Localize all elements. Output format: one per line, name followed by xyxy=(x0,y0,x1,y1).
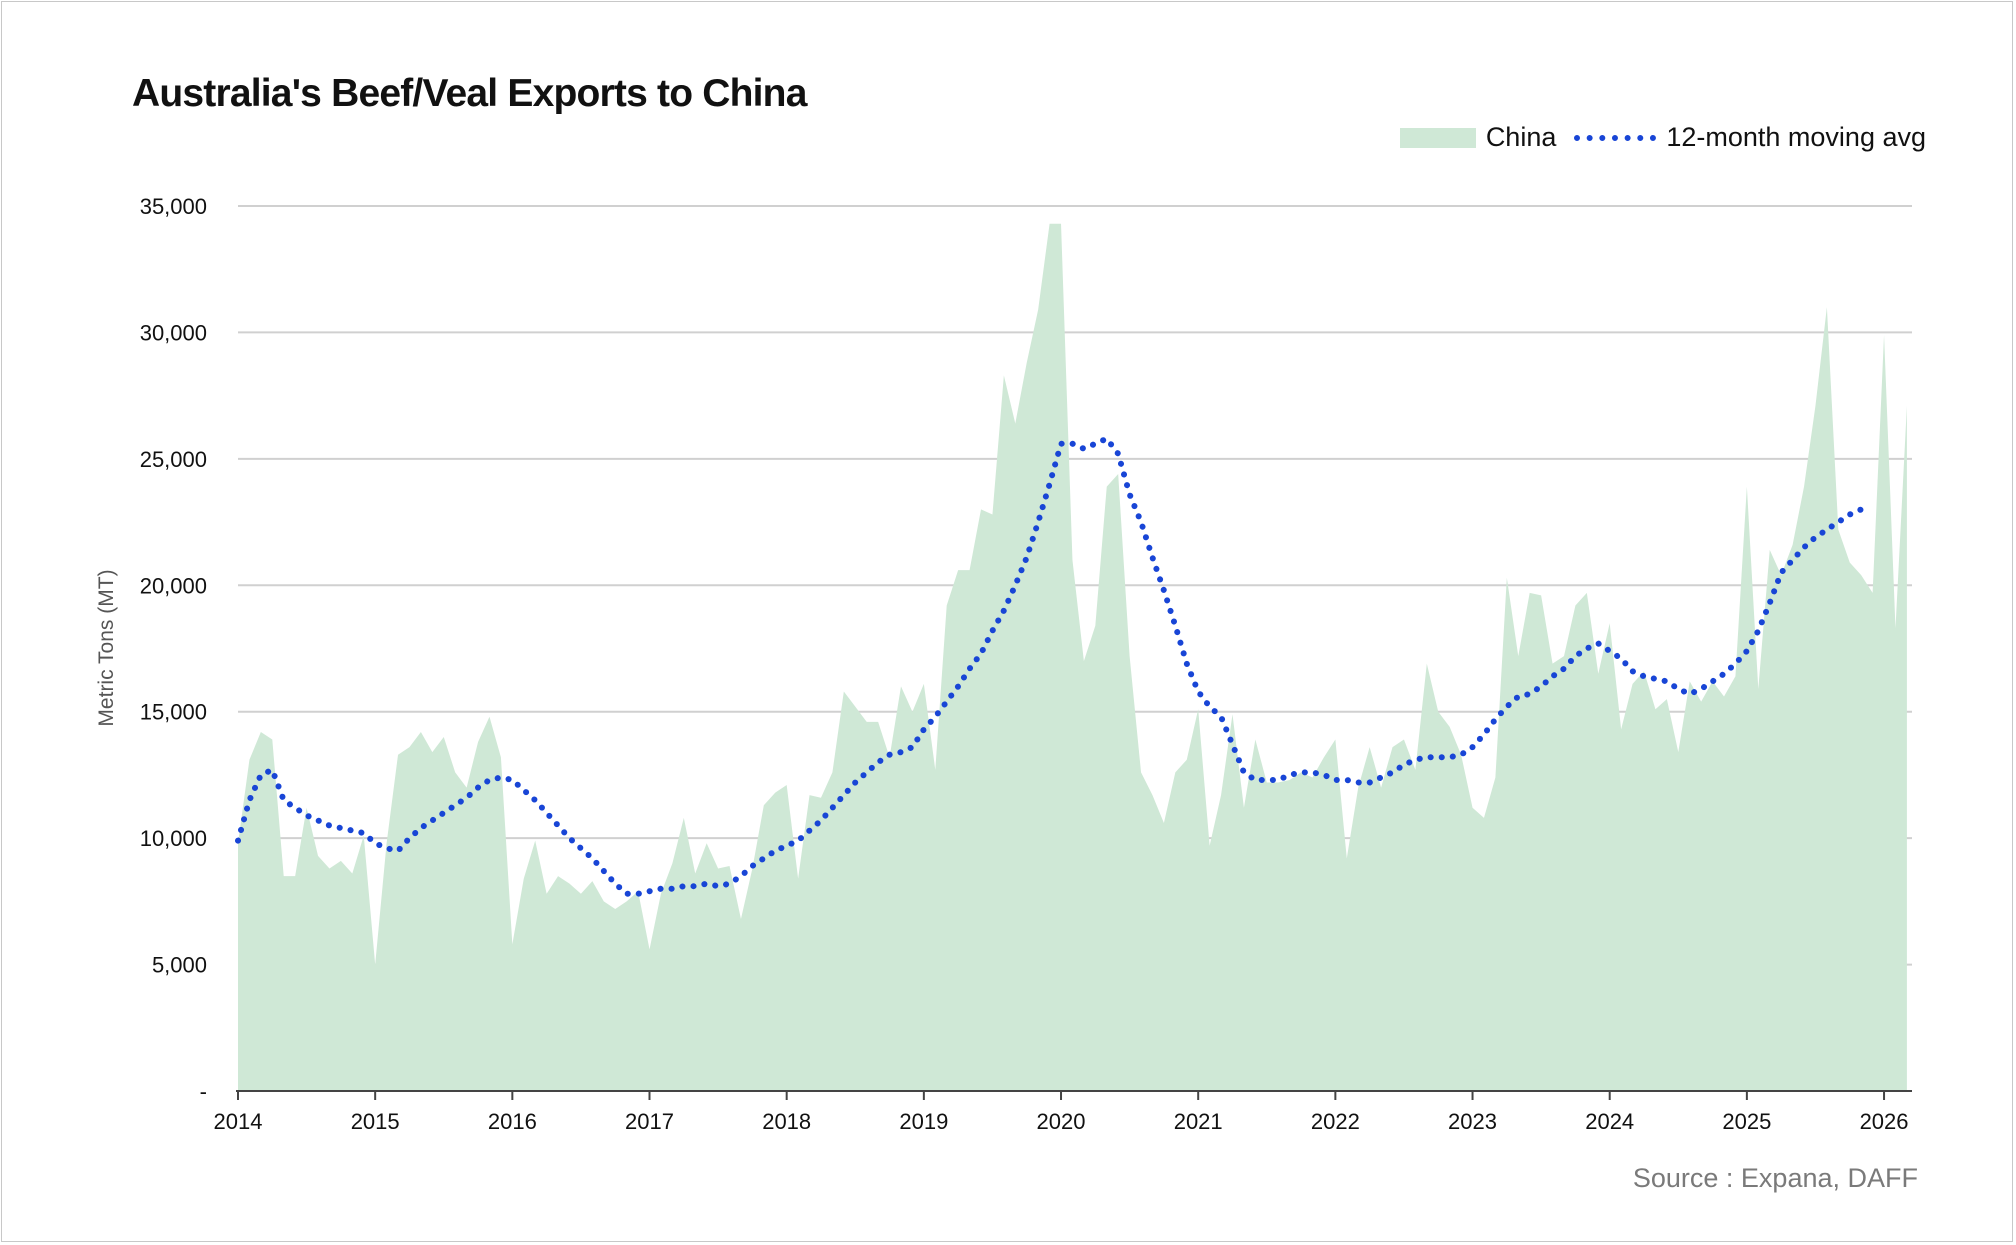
line-moving-avg xyxy=(235,434,1865,897)
y-tick-label: 5,000 xyxy=(152,953,207,978)
x-tick-label: 2025 xyxy=(1722,1109,1771,1134)
legend-label-moving-avg: 12-month moving avg xyxy=(1666,122,1926,152)
axes xyxy=(236,1090,1912,1100)
legend-swatch-dotted-line xyxy=(1574,134,1657,141)
x-tick-label: 2026 xyxy=(1860,1109,1909,1134)
x-tick-label: 2024 xyxy=(1585,1109,1634,1134)
line-series-moving-avg xyxy=(235,434,1865,897)
area-china xyxy=(238,223,1907,1091)
legend-swatch-area xyxy=(1399,127,1476,148)
y-tick-label: 25,000 xyxy=(140,447,207,472)
y-tick-labels: - 5,000 10,000 15,000 20,000 25,000 30,000 35,0… xyxy=(140,194,207,1104)
chart-title: Australia's Beef/Veal Exports to China xyxy=(132,72,807,115)
x-tick-label: 2022 xyxy=(1311,1109,1360,1134)
x-tick-label: 2019 xyxy=(899,1109,948,1134)
legend-item-china: China xyxy=(1399,122,1557,153)
y-tick-label: 30,000 xyxy=(140,320,207,345)
y-tick-label: 35,000 xyxy=(140,194,207,219)
x-tick-label: 2016 xyxy=(488,1109,537,1134)
x-tick-label: 2015 xyxy=(351,1109,400,1134)
y-tick-label: 20,000 xyxy=(140,573,207,598)
area-series-china xyxy=(238,223,1907,1091)
legend-item-moving-avg: 12-month moving avg xyxy=(1574,122,1926,153)
y-tick-label: 15,000 xyxy=(140,700,207,725)
x-tick-label: 2023 xyxy=(1448,1109,1497,1134)
legend-label-china: China xyxy=(1485,122,1557,152)
source-note: Source : Expana, DAFF xyxy=(1632,1163,1918,1193)
x-tick-label: 2021 xyxy=(1174,1109,1223,1134)
x-tick-label: 2018 xyxy=(762,1109,811,1134)
chart-legend: China 12-month moving avg xyxy=(1382,122,1926,153)
x-tick-label: 2017 xyxy=(625,1109,674,1134)
y-tick-label: 10,000 xyxy=(140,826,207,851)
y-tick-label: - xyxy=(200,1079,207,1104)
x-tick-labels: 2014 2015 2016 2017 2018 2019 2020 2021 2022 2023… xyxy=(214,1109,1909,1134)
x-tick-label: 2014 xyxy=(214,1109,263,1134)
x-tick-label: 2020 xyxy=(1037,1109,1086,1134)
y-axis-label: Metric Tons (MT) xyxy=(95,569,118,726)
